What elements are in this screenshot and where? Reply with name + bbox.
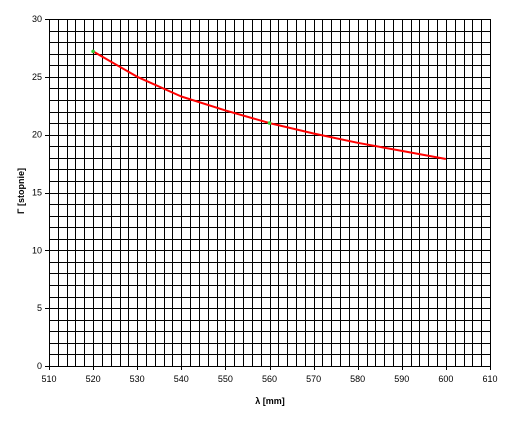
x-tick-label: 580 — [350, 374, 365, 384]
y-tick-label: 25 — [32, 72, 42, 82]
y-tick-label: 20 — [32, 130, 42, 140]
tick-labels: 510 520 530 540 550 560 570 580 590 600 6100510152… — [32, 14, 498, 384]
x-tick-label: 600 — [438, 374, 453, 384]
x-tick-label: 570 — [306, 374, 321, 384]
x-tick-label: 530 — [130, 374, 145, 384]
y-tick-label: 0 — [37, 361, 42, 371]
data-point-marker — [91, 49, 95, 54]
marker-layer — [91, 49, 272, 125]
x-tick-label: 520 — [86, 374, 101, 384]
grid — [45, 19, 491, 370]
x-axis-title: λ [mm] — [255, 396, 285, 406]
x-tick-label: 510 — [41, 374, 56, 384]
x-tick-label: 610 — [482, 374, 497, 384]
x-tick-label: 590 — [394, 374, 409, 384]
y-tick-label: 30 — [32, 14, 42, 24]
x-tick-label: 550 — [218, 374, 233, 384]
y-tick-label: 15 — [32, 188, 42, 198]
y-tick-label: 5 — [37, 303, 42, 313]
y-tick-label: 10 — [32, 245, 42, 255]
x-tick-label: 560 — [262, 374, 277, 384]
x-tick-label: 540 — [174, 374, 189, 384]
data-point-marker — [267, 121, 272, 125]
y-axis-title: Γ [stopnie] — [16, 168, 26, 214]
